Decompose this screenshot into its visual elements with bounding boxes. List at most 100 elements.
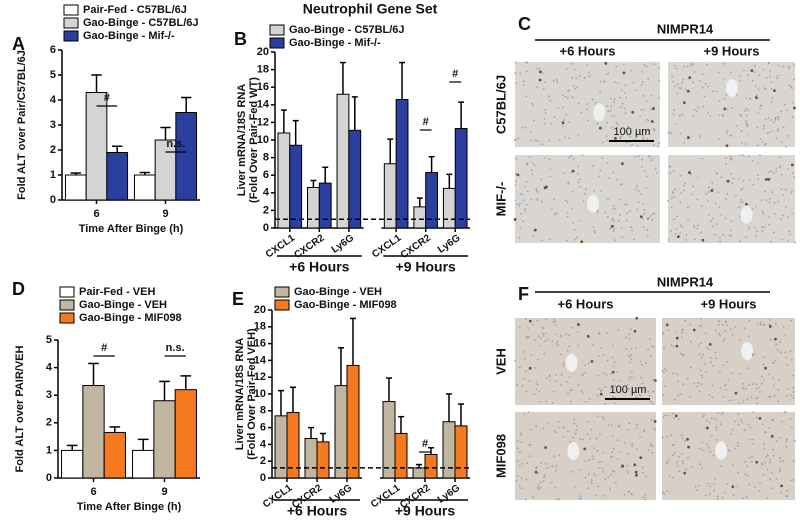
cell-nucleus — [548, 238, 551, 241]
cell-nucleus — [779, 340, 782, 343]
cell-nucleus — [791, 171, 794, 174]
cell-nucleus — [676, 83, 679, 86]
cell-nucleus — [574, 432, 577, 435]
cell-nucleus — [626, 384, 629, 386]
cell-nucleus — [732, 177, 735, 180]
cell-nucleus — [535, 189, 538, 192]
cell-nucleus — [545, 318, 548, 321]
cell-nucleus — [772, 231, 775, 234]
cell-nucleus — [549, 99, 552, 102]
cell-nucleus — [551, 401, 554, 404]
cell-nucleus — [670, 132, 673, 135]
annotation: n.s. — [166, 138, 185, 150]
cell-nucleus — [520, 477, 523, 480]
cell-nucleus — [520, 441, 523, 444]
cell-nucleus — [749, 426, 752, 429]
cell-nucleus — [771, 191, 774, 194]
cell-nucleus — [579, 186, 582, 188]
y-tick-label: 0 — [263, 222, 269, 234]
cell-nucleus — [581, 154, 584, 156]
y-tick-label: 2 — [50, 144, 56, 156]
cell-nucleus — [772, 377, 775, 380]
cell-nucleus — [596, 449, 599, 452]
cell-nucleus — [731, 107, 733, 110]
cell-nucleus — [617, 329, 620, 331]
annotation: # — [423, 116, 429, 128]
y-tick-label: 6 — [50, 44, 56, 56]
cell-nucleus — [598, 175, 601, 178]
cell-nucleus — [625, 347, 627, 350]
cell-nucleus — [772, 361, 775, 364]
cell-nucleus — [716, 90, 719, 93]
cell-nucleus — [757, 112, 760, 115]
cell-nucleus — [770, 170, 773, 172]
cell-nucleus — [775, 137, 778, 140]
cell-nucleus — [525, 126, 527, 129]
cell-nucleus — [542, 87, 545, 90]
cell-nucleus — [615, 179, 618, 181]
cell-nucleus — [673, 218, 675, 221]
cell-nucleus — [666, 460, 669, 463]
cell-nucleus — [722, 411, 725, 414]
cell-nucleus — [763, 323, 765, 326]
cell-nucleus — [573, 418, 576, 421]
cell-nucleus — [647, 78, 650, 80]
cell-nucleus — [738, 338, 741, 341]
cell-nucleus — [712, 225, 715, 228]
cell-nucleus — [668, 474, 671, 477]
cell-nucleus — [759, 321, 762, 324]
chart-title: Neutrophil Gene Set — [303, 1, 438, 17]
cell-nucleus — [612, 447, 615, 450]
cell-nucleus — [763, 356, 766, 359]
cell-nucleus — [688, 395, 691, 398]
cell-nucleus — [747, 155, 750, 158]
bar — [106, 152, 129, 201]
cell-nucleus — [705, 193, 708, 196]
cell-nucleus — [786, 216, 789, 219]
cell-nucleus — [556, 78, 558, 81]
cell-nucleus — [672, 454, 674, 457]
cell-nucleus — [745, 495, 748, 498]
cell-nucleus — [629, 69, 632, 72]
stained-cell — [686, 89, 690, 93]
cell-nucleus — [724, 217, 727, 220]
cell-nucleus — [734, 447, 736, 450]
cell-nucleus — [617, 220, 620, 222]
cell-nucleus — [742, 382, 745, 385]
cell-nucleus — [714, 478, 717, 480]
cell-nucleus — [779, 436, 782, 439]
cell-nucleus — [538, 400, 541, 403]
cell-nucleus — [738, 154, 741, 157]
cell-nucleus — [553, 318, 556, 320]
cell-nucleus — [756, 174, 759, 177]
cell-nucleus — [588, 75, 591, 77]
stained-cell — [686, 136, 690, 139]
bar — [412, 467, 426, 479]
cell-nucleus — [530, 198, 533, 201]
cell-nucleus — [703, 95, 706, 98]
cell-nucleus — [568, 156, 571, 159]
cell-nucleus — [628, 333, 631, 336]
cell-nucleus — [731, 464, 734, 466]
cell-nucleus — [541, 239, 543, 242]
cell-nucleus — [587, 119, 590, 122]
y-tick-label: 3 — [50, 119, 56, 131]
cell-nucleus — [643, 429, 646, 432]
cell-nucleus — [658, 67, 661, 70]
cell-nucleus — [646, 118, 648, 121]
cell-nucleus — [610, 424, 613, 426]
cell-nucleus — [540, 462, 542, 464]
cell-nucleus — [683, 184, 686, 187]
cell-nucleus — [629, 361, 631, 364]
cell-nucleus — [729, 134, 732, 137]
cell-nucleus — [758, 490, 761, 493]
cell-nucleus — [686, 377, 689, 380]
cell-nucleus — [700, 231, 702, 234]
cell-nucleus — [576, 86, 579, 88]
cell-nucleus — [756, 126, 759, 129]
bar — [346, 364, 360, 479]
cell-nucleus — [544, 109, 547, 111]
cell-nucleus — [533, 164, 536, 167]
panel-label: D — [12, 279, 25, 299]
cell-nucleus — [699, 463, 702, 466]
